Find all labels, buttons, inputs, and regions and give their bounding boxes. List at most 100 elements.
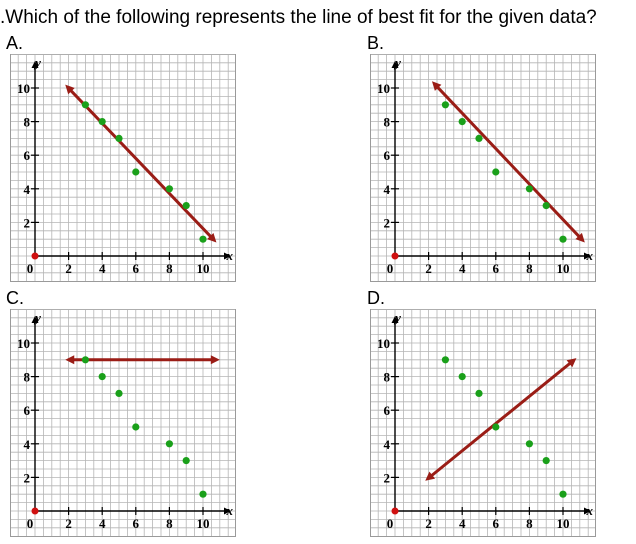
question-text: .Which of the following represents the l… xyxy=(0,7,597,29)
data-point xyxy=(525,185,533,193)
x-axis-label: x xyxy=(226,503,234,518)
data-point xyxy=(441,356,449,364)
option-c-graph[interactable]: 0 2 4 6 8 10 2 4 6 8 10 x y xyxy=(10,309,236,537)
y-tick-label: 8 xyxy=(24,115,31,130)
best-fit-line-arrow-end xyxy=(210,355,220,365)
y-axis-arrow xyxy=(391,61,399,68)
y-axis-label: y xyxy=(33,55,41,70)
y-axis-label: y xyxy=(393,310,401,325)
x-axis-arrow xyxy=(584,252,591,260)
best-fit-line xyxy=(66,86,215,241)
x-tick-label: 2 xyxy=(65,516,72,531)
x-axis-arrow xyxy=(224,507,231,515)
x-tick-label: 8 xyxy=(166,516,173,531)
x-tick-label: 6 xyxy=(493,261,500,276)
x-tick-label: 6 xyxy=(493,516,500,531)
data-point xyxy=(132,423,140,431)
y-tick-label: 4 xyxy=(384,182,391,197)
option-b-graph[interactable]: 0 2 4 6 8 10 2 4 6 8 10 x y xyxy=(370,54,596,282)
best-fit-line-arrow-end xyxy=(566,358,577,368)
y-tick-label: 2 xyxy=(384,215,391,230)
origin-point xyxy=(391,252,399,260)
data-point xyxy=(458,373,466,381)
y-axis-label: y xyxy=(33,310,41,325)
y-axis-arrow xyxy=(31,61,39,68)
question-prefix: . xyxy=(0,7,6,28)
y-tick-label: 4 xyxy=(24,437,31,452)
option-b-label[interactable]: B. xyxy=(367,33,385,53)
data-point xyxy=(199,235,207,243)
option-d-graph[interactable]: 0 2 4 6 8 10 2 4 6 8 10 x y xyxy=(370,309,596,537)
x-tick-label: 8 xyxy=(166,261,173,276)
y-tick-label: 6 xyxy=(24,148,31,163)
y-tick-label: 10 xyxy=(377,336,390,351)
data-point xyxy=(81,356,89,364)
y-axis-label: y xyxy=(393,55,401,70)
grid xyxy=(11,54,235,281)
data-point xyxy=(525,440,533,448)
best-fit-line-arrow-start xyxy=(431,81,442,91)
x-axis-label: x xyxy=(586,248,594,263)
origin-point xyxy=(391,507,399,515)
data-point xyxy=(542,457,550,465)
best-fit-line-arrow-start xyxy=(65,84,75,95)
y-tick-label: 6 xyxy=(384,403,391,418)
y-tick-label: 8 xyxy=(384,370,391,385)
x-tick-label: 10 xyxy=(197,261,210,276)
y-tick-label: 10 xyxy=(17,336,30,351)
graph-frame xyxy=(370,309,596,537)
x-tick-label: 10 xyxy=(197,516,210,531)
option-d-label[interactable]: D. xyxy=(367,288,385,308)
x-tick-label: 2 xyxy=(65,261,72,276)
y-axis-arrow xyxy=(31,316,39,323)
y-tick-label: 10 xyxy=(377,81,390,96)
grid xyxy=(11,309,235,536)
option-a-label[interactable]: A. xyxy=(6,33,24,53)
x-tick-label: 6 xyxy=(133,516,140,531)
x-axis-arrow xyxy=(224,252,231,260)
x-tick-label: 4 xyxy=(459,516,466,531)
x-tick-label: 4 xyxy=(99,261,106,276)
data-point xyxy=(182,202,190,210)
data-point xyxy=(98,373,106,381)
best-fit-line-arrow-start xyxy=(65,355,75,365)
x-axis-label: x xyxy=(226,248,234,263)
option-a-graph[interactable]: 0 2 4 6 8 10 2 4 6 8 10 x y xyxy=(10,54,236,282)
x-tick-label: 2 xyxy=(425,516,432,531)
x-tick-label: 2 xyxy=(425,261,432,276)
data-point xyxy=(98,118,106,126)
question-body: Which of the following represents the li… xyxy=(5,7,597,28)
option-c-label[interactable]: C. xyxy=(6,288,24,308)
y-tick-label: 2 xyxy=(384,470,391,485)
data-point xyxy=(492,423,500,431)
graph-frame xyxy=(10,54,236,282)
x-tick-label: 6 xyxy=(133,261,140,276)
x-tick-label: 8 xyxy=(526,516,533,531)
y-axis-arrow xyxy=(391,316,399,323)
data-point xyxy=(458,118,466,126)
data-point xyxy=(165,185,173,193)
x-tick-label: 0 xyxy=(387,261,394,276)
data-point xyxy=(475,134,483,142)
graph-frame xyxy=(10,309,236,537)
x-tick-label: 0 xyxy=(27,261,34,276)
y-tick-label: 6 xyxy=(24,403,31,418)
origin-point xyxy=(31,507,39,515)
grid xyxy=(371,54,595,281)
y-tick-label: 6 xyxy=(384,148,391,163)
data-point xyxy=(182,457,190,465)
x-axis-label: x xyxy=(586,503,594,518)
x-axis-arrow xyxy=(584,507,591,515)
x-tick-label: 8 xyxy=(526,261,533,276)
x-tick-label: 0 xyxy=(387,516,394,531)
y-tick-label: 2 xyxy=(24,470,31,485)
x-tick-label: 4 xyxy=(459,261,466,276)
y-tick-label: 8 xyxy=(24,370,31,385)
data-point xyxy=(165,440,173,448)
best-fit-line-arrow-end xyxy=(575,232,585,243)
y-tick-label: 2 xyxy=(24,215,31,230)
data-point xyxy=(115,389,123,397)
data-point xyxy=(115,134,123,142)
data-point xyxy=(492,168,500,176)
y-tick-label: 4 xyxy=(24,182,31,197)
